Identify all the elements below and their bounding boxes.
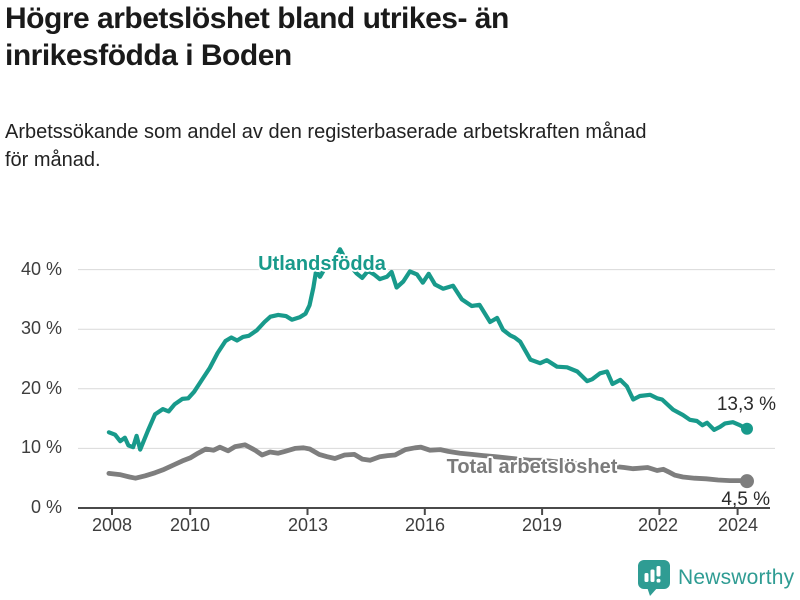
y-tick-label-0: 0 % [30,497,62,517]
series-end-dot-1 [739,474,754,489]
x-tick-label-2010: 2010 [169,515,211,535]
chart-subtitle: Arbetssökande som andel av den registerb… [5,118,790,174]
y-tick-label-10: 10 % [20,437,62,457]
series-end-dot-0 [740,422,753,435]
series-label-total-arbetsloshet: Total arbetslöshet [446,456,618,478]
x-tick-label-2008: 2008 [91,515,133,535]
gridlines [78,269,775,449]
series-lines [106,247,754,489]
end-value-label-utlandsfodda: 13,3 % [716,394,776,415]
newsworthy-logo-icon [638,560,670,596]
y-tick-label-30: 30 % [20,318,62,338]
page-title-line-2: inrikesfödda i Boden [5,39,292,72]
series-label-utlandsfodda: Utlandsfödda [258,253,386,275]
x-tick-label-2019: 2019 [521,515,563,535]
x-tick-label-2024: 2024 [717,515,759,535]
y-tick-label-40: 40 % [20,259,62,279]
end-value-label-total: 4,5 % [721,489,770,510]
x-tick-label-2016: 2016 [404,515,446,535]
page-title: Högre arbetslöshet bland utrikes- än inri… [5,0,785,74]
series-line-1 [106,442,750,484]
x-tick-label-2022: 2022 [637,515,679,535]
series-line-0 [106,247,750,452]
chart-subtitle-line-1: Arbetssökande som andel av den registerb… [5,121,647,143]
x-tick-label-2013: 2013 [287,515,329,535]
newsworthy-brand-link[interactable]: Newsworthy [638,560,794,596]
x-axis-tick-marks [111,509,739,515]
newsworthy-brand-text: Newsworthy [678,566,795,589]
y-tick-label-20: 20 % [20,378,62,398]
chart-subtitle-line-2: för månad. [5,149,101,171]
page-title-line-1: Högre arbetslöshet bland utrikes- än [5,2,509,35]
